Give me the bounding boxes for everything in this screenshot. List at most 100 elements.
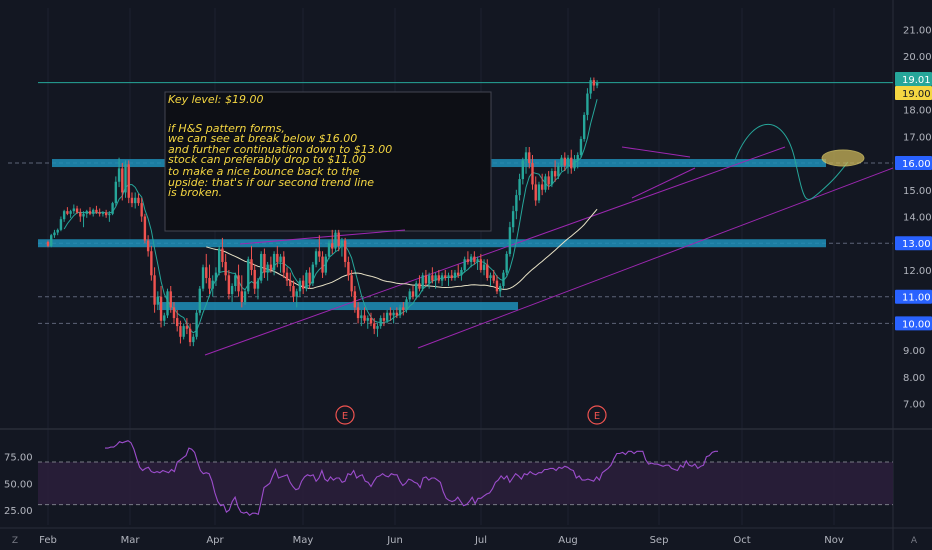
candle-body bbox=[282, 256, 285, 273]
candle-body bbox=[269, 264, 273, 270]
candle-body bbox=[486, 264, 489, 278]
candle-body bbox=[50, 235, 53, 246]
candle-body bbox=[163, 315, 166, 321]
target-ellipse[interactable] bbox=[821, 149, 865, 167]
annotation-text-line: upside: that's if our second trend line bbox=[168, 176, 374, 189]
time-tick-label: Feb bbox=[39, 535, 57, 546]
candle-body bbox=[463, 259, 466, 270]
candle-body bbox=[447, 275, 450, 278]
price-badge-label: 13.00 bbox=[902, 239, 931, 250]
candle-body bbox=[444, 275, 447, 278]
candle-body bbox=[188, 328, 192, 343]
candle-body bbox=[515, 195, 518, 212]
candle-body bbox=[266, 264, 269, 273]
earnings-marker[interactable] bbox=[587, 405, 607, 425]
candle-body bbox=[389, 312, 392, 316]
price-tick-label: 18.00 bbox=[903, 106, 932, 117]
candle-body bbox=[305, 272, 308, 289]
time-tick-label: Aug bbox=[558, 535, 578, 546]
annotation-box[interactable] bbox=[164, 91, 492, 232]
price-tick-label: 15.00 bbox=[903, 186, 932, 197]
price-badge bbox=[895, 156, 932, 171]
trend-line-neckline[interactable] bbox=[239, 229, 406, 245]
earnings-marker-label: E bbox=[594, 411, 600, 422]
time-tick-label: Apr bbox=[206, 535, 224, 546]
candle-body bbox=[482, 264, 486, 270]
candle-body bbox=[98, 212, 101, 214]
price-badge bbox=[895, 289, 932, 304]
flag-line-bottom[interactable] bbox=[631, 167, 696, 199]
support-resistance-zone[interactable] bbox=[159, 302, 518, 311]
annotation-text-line: is broken. bbox=[168, 186, 222, 199]
candle-body bbox=[343, 240, 347, 262]
candle-body bbox=[437, 275, 441, 281]
candle-body bbox=[137, 197, 140, 204]
candle-body bbox=[385, 312, 389, 321]
candle-body bbox=[502, 272, 505, 286]
flag-line-top[interactable] bbox=[621, 146, 691, 158]
earnings-marker[interactable] bbox=[335, 405, 355, 425]
candle-body bbox=[75, 208, 79, 213]
candle-body bbox=[250, 259, 253, 270]
candle-body bbox=[72, 208, 76, 212]
candle-body bbox=[79, 212, 82, 217]
scale-control[interactable] bbox=[0, 530, 30, 550]
candle-body bbox=[104, 212, 108, 216]
candle-body bbox=[88, 211, 92, 214]
candle-body bbox=[566, 157, 570, 166]
candle-body bbox=[117, 168, 121, 182]
candle-body bbox=[127, 164, 130, 198]
time-tick-label: Nov bbox=[824, 535, 844, 546]
candle-body bbox=[237, 275, 240, 292]
candle-body bbox=[308, 272, 311, 284]
candle-body bbox=[208, 277, 211, 289]
candle-body bbox=[334, 232, 337, 249]
candle-body bbox=[143, 216, 147, 241]
candle-body bbox=[298, 280, 302, 292]
candle-body bbox=[379, 318, 382, 327]
candle-body bbox=[369, 318, 373, 324]
projected-path-curve[interactable] bbox=[734, 123, 849, 200]
candle-body bbox=[295, 291, 298, 297]
candle-body bbox=[111, 203, 114, 214]
candle-body bbox=[205, 267, 208, 278]
candle-body bbox=[563, 157, 566, 166]
candle-body bbox=[337, 232, 340, 246]
candle-body bbox=[489, 275, 492, 278]
price-tick-label: 17.00 bbox=[903, 132, 932, 143]
candle-body bbox=[521, 160, 525, 180]
candle-body bbox=[586, 93, 589, 115]
candle-body bbox=[92, 209, 95, 214]
candle-body bbox=[214, 272, 218, 281]
rsi-tick-label: 75.00 bbox=[4, 453, 33, 464]
price-tick-label: 21.00 bbox=[903, 25, 932, 36]
candle-body bbox=[479, 259, 483, 270]
candle-body bbox=[53, 232, 56, 236]
candle-body bbox=[495, 280, 499, 292]
candle-body bbox=[524, 152, 528, 161]
candle-body bbox=[392, 312, 395, 316]
candle-body bbox=[511, 211, 515, 228]
trend-line-upper[interactable] bbox=[204, 146, 786, 356]
candle-body bbox=[550, 171, 554, 185]
price-badge-label: 16.00 bbox=[902, 159, 931, 170]
support-resistance-zone[interactable] bbox=[38, 239, 826, 248]
time-tick-label: May bbox=[293, 535, 314, 546]
auto-scale-control[interactable] bbox=[898, 530, 932, 550]
price-badge bbox=[895, 72, 932, 86]
candle-body bbox=[427, 275, 431, 284]
price-badge bbox=[895, 316, 932, 331]
candle-body bbox=[176, 318, 179, 327]
candle-body bbox=[121, 168, 124, 193]
candle-body bbox=[553, 171, 557, 177]
price-badge bbox=[895, 236, 932, 251]
trend-line-lower[interactable] bbox=[417, 167, 894, 349]
candle-body bbox=[201, 267, 205, 289]
candle-body bbox=[159, 296, 163, 321]
price-tick-label: 7.00 bbox=[903, 400, 925, 411]
candle-body bbox=[340, 240, 344, 246]
candle-body bbox=[314, 251, 318, 265]
rsi-tick-label: 50.00 bbox=[4, 479, 33, 490]
candle-body bbox=[424, 275, 428, 284]
